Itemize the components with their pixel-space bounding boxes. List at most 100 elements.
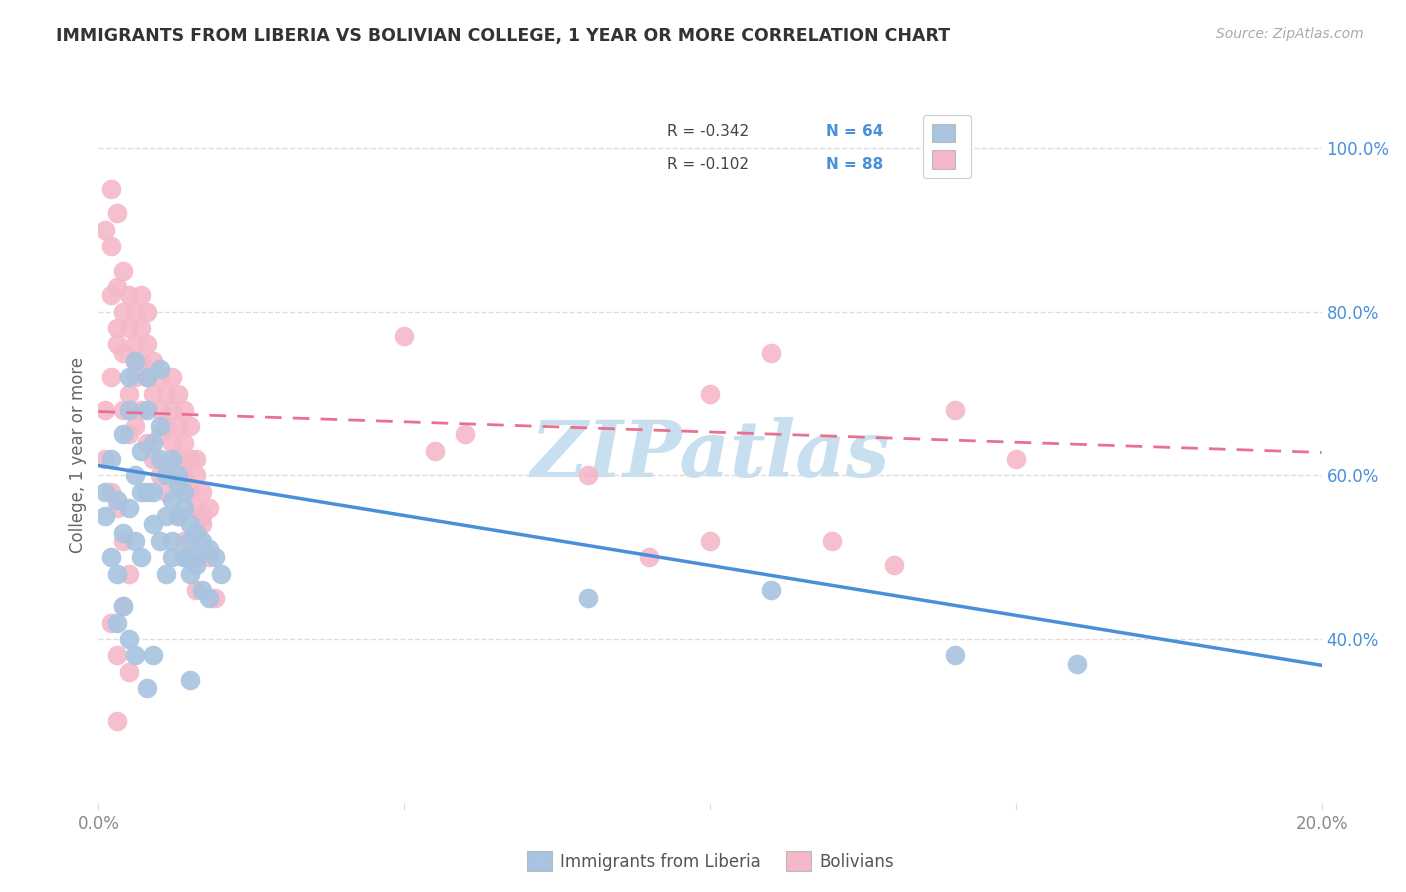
Point	[699, 533, 721, 548]
Point	[204, 591, 226, 606]
Point	[392, 329, 416, 343]
Point	[186, 468, 208, 483]
Point	[136, 484, 159, 499]
Point	[173, 484, 195, 499]
Point	[100, 452, 122, 467]
Point	[100, 615, 122, 630]
Point	[1004, 452, 1026, 467]
Point	[197, 542, 219, 557]
Point	[943, 403, 966, 417]
Point	[155, 419, 177, 434]
Point	[124, 353, 146, 368]
Point	[111, 525, 134, 540]
Point	[167, 452, 190, 467]
Point	[136, 403, 159, 417]
Point	[186, 525, 208, 540]
Point	[149, 362, 172, 376]
Point	[105, 337, 128, 351]
Point	[105, 566, 128, 581]
Point	[149, 468, 172, 483]
Point	[136, 681, 159, 696]
Point	[124, 304, 146, 318]
Point	[118, 403, 141, 417]
Point	[124, 337, 146, 351]
Point	[111, 304, 134, 318]
Point	[186, 452, 208, 467]
Point	[167, 509, 190, 524]
Point	[129, 403, 152, 417]
Point	[637, 550, 661, 565]
Point	[160, 403, 183, 417]
Point	[186, 501, 208, 516]
Point	[454, 427, 477, 442]
Point	[118, 370, 141, 384]
Point	[124, 419, 146, 434]
Y-axis label: College, 1 year or more: College, 1 year or more	[69, 357, 87, 553]
Point	[142, 435, 165, 450]
Point	[160, 370, 183, 384]
Point	[173, 533, 195, 548]
Point	[136, 304, 159, 318]
Point	[160, 452, 183, 467]
Point	[118, 427, 141, 442]
Point	[167, 476, 190, 491]
Text: ZIPatlas: ZIPatlas	[530, 417, 890, 493]
Point	[197, 591, 219, 606]
Point	[179, 419, 201, 434]
Point	[160, 492, 183, 507]
Point	[129, 484, 152, 499]
Point	[149, 370, 172, 384]
Point	[179, 484, 201, 499]
Point	[100, 484, 122, 499]
Point	[136, 337, 159, 351]
Point	[197, 501, 219, 516]
Point	[167, 386, 190, 401]
Point	[149, 452, 172, 467]
Point	[111, 427, 134, 442]
Point	[93, 509, 115, 524]
Point	[129, 288, 152, 302]
Point	[111, 345, 134, 359]
Point	[943, 648, 966, 663]
Point	[160, 435, 183, 450]
Point	[142, 484, 165, 499]
Point	[105, 615, 128, 630]
Point	[160, 533, 183, 548]
Point	[118, 288, 141, 302]
Point	[149, 533, 172, 548]
Point	[105, 321, 128, 335]
Point	[118, 321, 141, 335]
Point	[179, 517, 201, 532]
Point	[167, 509, 190, 524]
Point	[197, 550, 219, 565]
Point	[173, 550, 195, 565]
Point	[111, 403, 134, 417]
Point	[209, 566, 232, 581]
Point	[111, 264, 134, 278]
Point	[179, 533, 201, 548]
Point	[179, 550, 201, 565]
Point	[173, 435, 195, 450]
Point	[160, 550, 183, 565]
Point	[100, 239, 122, 253]
Point	[93, 223, 115, 237]
Point	[423, 443, 446, 458]
Point	[142, 648, 165, 663]
Point	[93, 484, 115, 499]
Text: N = 88: N = 88	[827, 157, 883, 171]
Point	[136, 435, 159, 450]
Point	[173, 501, 195, 516]
Point	[142, 452, 165, 467]
Point	[111, 599, 134, 614]
Point	[105, 501, 128, 516]
Point	[759, 345, 782, 359]
Point	[167, 419, 190, 434]
Point	[576, 591, 599, 606]
Point	[167, 468, 190, 483]
Point	[100, 182, 122, 196]
Point	[149, 427, 172, 442]
Text: R = -0.342: R = -0.342	[668, 124, 749, 139]
Point	[191, 517, 214, 532]
Point	[155, 468, 177, 483]
Point	[142, 517, 165, 532]
